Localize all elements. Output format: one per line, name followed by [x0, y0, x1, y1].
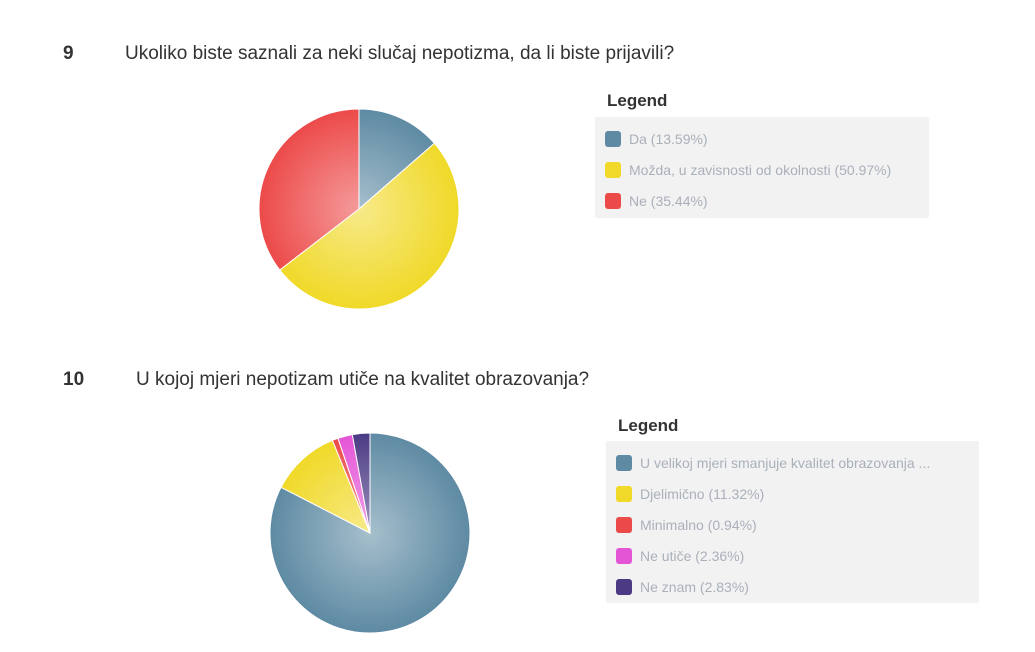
pie-slice [258, 108, 360, 271]
legend-swatch [616, 516, 632, 533]
legend-item: U velikoj mjeri smanjuje kvalitet obrazo… [616, 447, 969, 478]
pie-slice [358, 108, 436, 211]
legend-item: Ne (35.44%) [605, 185, 919, 216]
legend: U velikoj mjeri smanjuje kvalitet obrazo… [606, 441, 979, 603]
legend-label: U velikoj mjeri smanjuje kvalitet obrazo… [640, 454, 931, 471]
question-number: 9 [63, 43, 74, 64]
legend-swatch [616, 578, 632, 595]
question-number: 10 [63, 369, 85, 390]
pie-slice [280, 439, 371, 535]
legend-label: Da (13.59%) [629, 130, 708, 147]
pie-slice [351, 432, 371, 534]
pie-slice [279, 142, 460, 310]
legend-swatch [605, 161, 621, 178]
legend-label: Ne (35.44%) [629, 192, 708, 209]
legend-item: Da (13.59%) [605, 123, 919, 154]
legend-label: Minimalno (0.94%) [640, 516, 757, 533]
legend-swatch [616, 454, 632, 471]
pie-chart [258, 108, 460, 310]
legend-item: Možda, u zavisnosti od okolnosti (50.97%… [605, 154, 919, 185]
question-title: Ukoliko biste saznali za neki slučaj nep… [125, 43, 675, 64]
legend-label: Možda, u zavisnosti od okolnosti (50.97%… [629, 161, 892, 178]
legend-item: Ne utiče (2.36%) [616, 540, 969, 571]
legend-label: Djelimično (11.32%) [640, 485, 765, 502]
legend-label: Ne znam (2.83%) [640, 578, 749, 595]
legend-item: Ne znam (2.83%) [616, 571, 969, 602]
legend-item: Minimalno (0.94%) [616, 509, 969, 540]
legend-swatch [605, 130, 621, 147]
legend-swatch [605, 192, 621, 209]
pie-chart [269, 432, 471, 634]
legend-title: Legend [618, 416, 679, 435]
legend-swatch [616, 547, 632, 564]
legend: Da (13.59%) Možda, u zavisnosti od okolno… [595, 117, 929, 218]
legend-title: Legend [607, 91, 668, 110]
question-title: U kojoj mjeri nepotizam utiče na kvalite… [136, 369, 590, 390]
legend-item: Djelimično (11.32%) [616, 478, 969, 509]
legend-label: Ne utiče (2.36%) [640, 547, 745, 564]
legend-swatch [616, 485, 632, 502]
